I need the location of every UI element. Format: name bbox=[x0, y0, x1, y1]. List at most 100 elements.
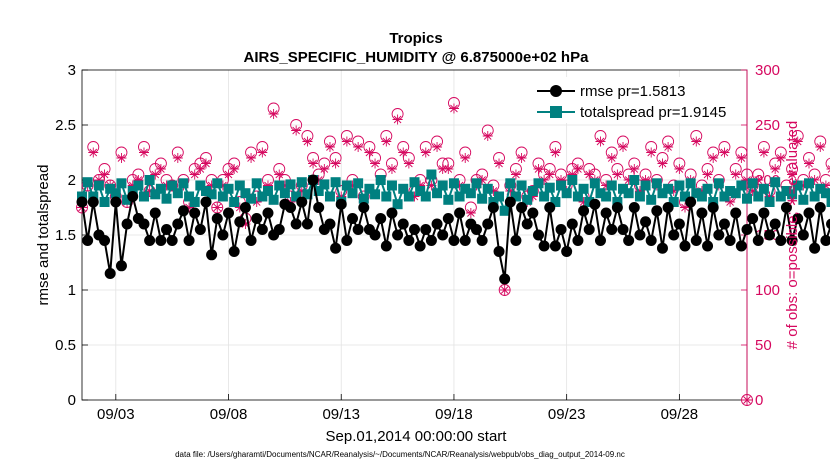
obs-evaluated-point bbox=[820, 180, 830, 191]
rmse-point bbox=[600, 207, 612, 219]
totalspread-point bbox=[634, 191, 645, 202]
rmse-point bbox=[578, 205, 590, 217]
obs-evaluated-point bbox=[161, 180, 172, 191]
y-left-tick-label: 2.5 bbox=[55, 117, 76, 134]
rmse-point bbox=[149, 207, 161, 219]
totalspread-point bbox=[184, 191, 195, 202]
obs-evaluated-point bbox=[223, 169, 234, 180]
y-axis-left-ticks: 0 0.5 1 1.5 2 2.5 3 bbox=[55, 62, 88, 409]
rmse-point bbox=[301, 218, 313, 230]
rmse-point bbox=[223, 207, 235, 219]
obs-evaluated-point bbox=[510, 169, 521, 180]
rmse-point bbox=[431, 218, 443, 230]
rmse-point bbox=[549, 240, 561, 252]
totalspread-point bbox=[815, 183, 826, 194]
y-right-tick-label: 100 bbox=[755, 282, 780, 299]
rmse-point bbox=[155, 235, 167, 246]
totalspread-point bbox=[234, 180, 245, 191]
totalspread-point bbox=[674, 180, 685, 191]
rmse-point bbox=[256, 224, 268, 235]
totalspread-point bbox=[375, 175, 386, 185]
totalspread-point bbox=[601, 191, 612, 202]
totalspread-point bbox=[770, 177, 781, 188]
rmse-point bbox=[251, 213, 263, 224]
rmse-point bbox=[651, 205, 663, 217]
data-file-footer: data file: /Users/gharamti/Documents/NCA… bbox=[175, 450, 625, 459]
rmse-point bbox=[707, 202, 719, 213]
totalspread-point bbox=[257, 191, 268, 202]
totalspread-point bbox=[578, 183, 589, 194]
rmse-point bbox=[121, 218, 133, 230]
obs-evaluated-point bbox=[184, 202, 195, 213]
totalspread-point bbox=[725, 186, 736, 196]
obs-evaluated-point bbox=[494, 158, 505, 169]
rmse-point bbox=[115, 260, 127, 272]
totalspread-point bbox=[251, 178, 262, 189]
obs-evaluated-point bbox=[550, 147, 561, 158]
obs-evaluated-point bbox=[99, 169, 110, 180]
obs-evaluated-point bbox=[212, 202, 223, 213]
rmse-point bbox=[296, 196, 308, 208]
obs-evaluated-point bbox=[234, 202, 245, 213]
rmse-point bbox=[645, 235, 657, 246]
obs-evaluated-point bbox=[680, 202, 691, 213]
totalspread-point bbox=[110, 188, 121, 199]
rmse-point bbox=[324, 218, 336, 230]
obs-evaluated-point bbox=[798, 180, 809, 191]
rmse-point bbox=[606, 224, 618, 235]
obs-evaluated-point bbox=[144, 186, 155, 196]
rmse-point bbox=[189, 207, 201, 219]
rmse-point bbox=[696, 207, 708, 219]
totalspread-point bbox=[550, 197, 561, 207]
obs-evaluated-point bbox=[403, 158, 414, 169]
obs-evaluated-point bbox=[150, 169, 161, 180]
totalspread-point bbox=[161, 193, 172, 204]
obs-evaluated-point bbox=[556, 175, 567, 185]
obs-evaluated-point bbox=[116, 153, 127, 163]
x-axis-ticks: 09/03 09/08 09/13 09/18 09/23 09/28 bbox=[97, 394, 698, 423]
y-right-tick-label: 0 bbox=[755, 392, 763, 409]
obs-evaluated-point bbox=[809, 175, 820, 185]
x-tick-label: 09/08 bbox=[210, 406, 248, 423]
rmse-point bbox=[183, 235, 195, 246]
rmse-point bbox=[656, 242, 668, 254]
obs-evaluated-point bbox=[736, 153, 747, 163]
rmse-point bbox=[532, 229, 544, 241]
totalspread-point bbox=[291, 191, 302, 202]
obs-evaluated-point bbox=[606, 153, 617, 163]
obs-evaluated-point bbox=[88, 147, 99, 158]
totalspread-point bbox=[758, 183, 769, 194]
totalspread-point bbox=[742, 193, 752, 204]
totalspread-point bbox=[803, 178, 814, 189]
totalspread-point bbox=[595, 188, 606, 199]
obs-evaluated-point bbox=[336, 191, 347, 202]
totalspread-point bbox=[392, 199, 403, 210]
totalspread-point bbox=[313, 186, 324, 196]
obs-evaluated-point bbox=[285, 197, 296, 207]
totalspread-point bbox=[426, 169, 437, 180]
totalspread-point bbox=[702, 183, 713, 194]
obs-evaluated-point bbox=[668, 186, 679, 196]
totalspread-point bbox=[494, 191, 505, 202]
obs-evaluated-point bbox=[747, 186, 758, 196]
rmse-point bbox=[380, 240, 392, 252]
obs-evaluated-point bbox=[206, 180, 217, 191]
totalspread-point bbox=[747, 178, 758, 189]
obs-evaluated-point bbox=[499, 285, 510, 295]
obs-evaluated-point bbox=[133, 175, 144, 185]
totalspread-point bbox=[680, 191, 691, 202]
totalspread-point bbox=[262, 186, 273, 196]
rmse-point bbox=[510, 235, 522, 246]
rmse-point bbox=[741, 224, 753, 235]
obs-evaluated-point bbox=[787, 169, 798, 180]
series-layer bbox=[76, 97, 830, 406]
rmse-point bbox=[437, 229, 449, 241]
rmse-point bbox=[127, 191, 139, 202]
totalspread-point bbox=[527, 186, 538, 196]
obs-evaluated-point bbox=[415, 180, 426, 191]
obs-evaluated-point bbox=[370, 158, 381, 169]
rmse-point bbox=[273, 224, 285, 235]
rmse-point bbox=[702, 240, 714, 252]
obs-evaluated-point bbox=[595, 136, 606, 147]
